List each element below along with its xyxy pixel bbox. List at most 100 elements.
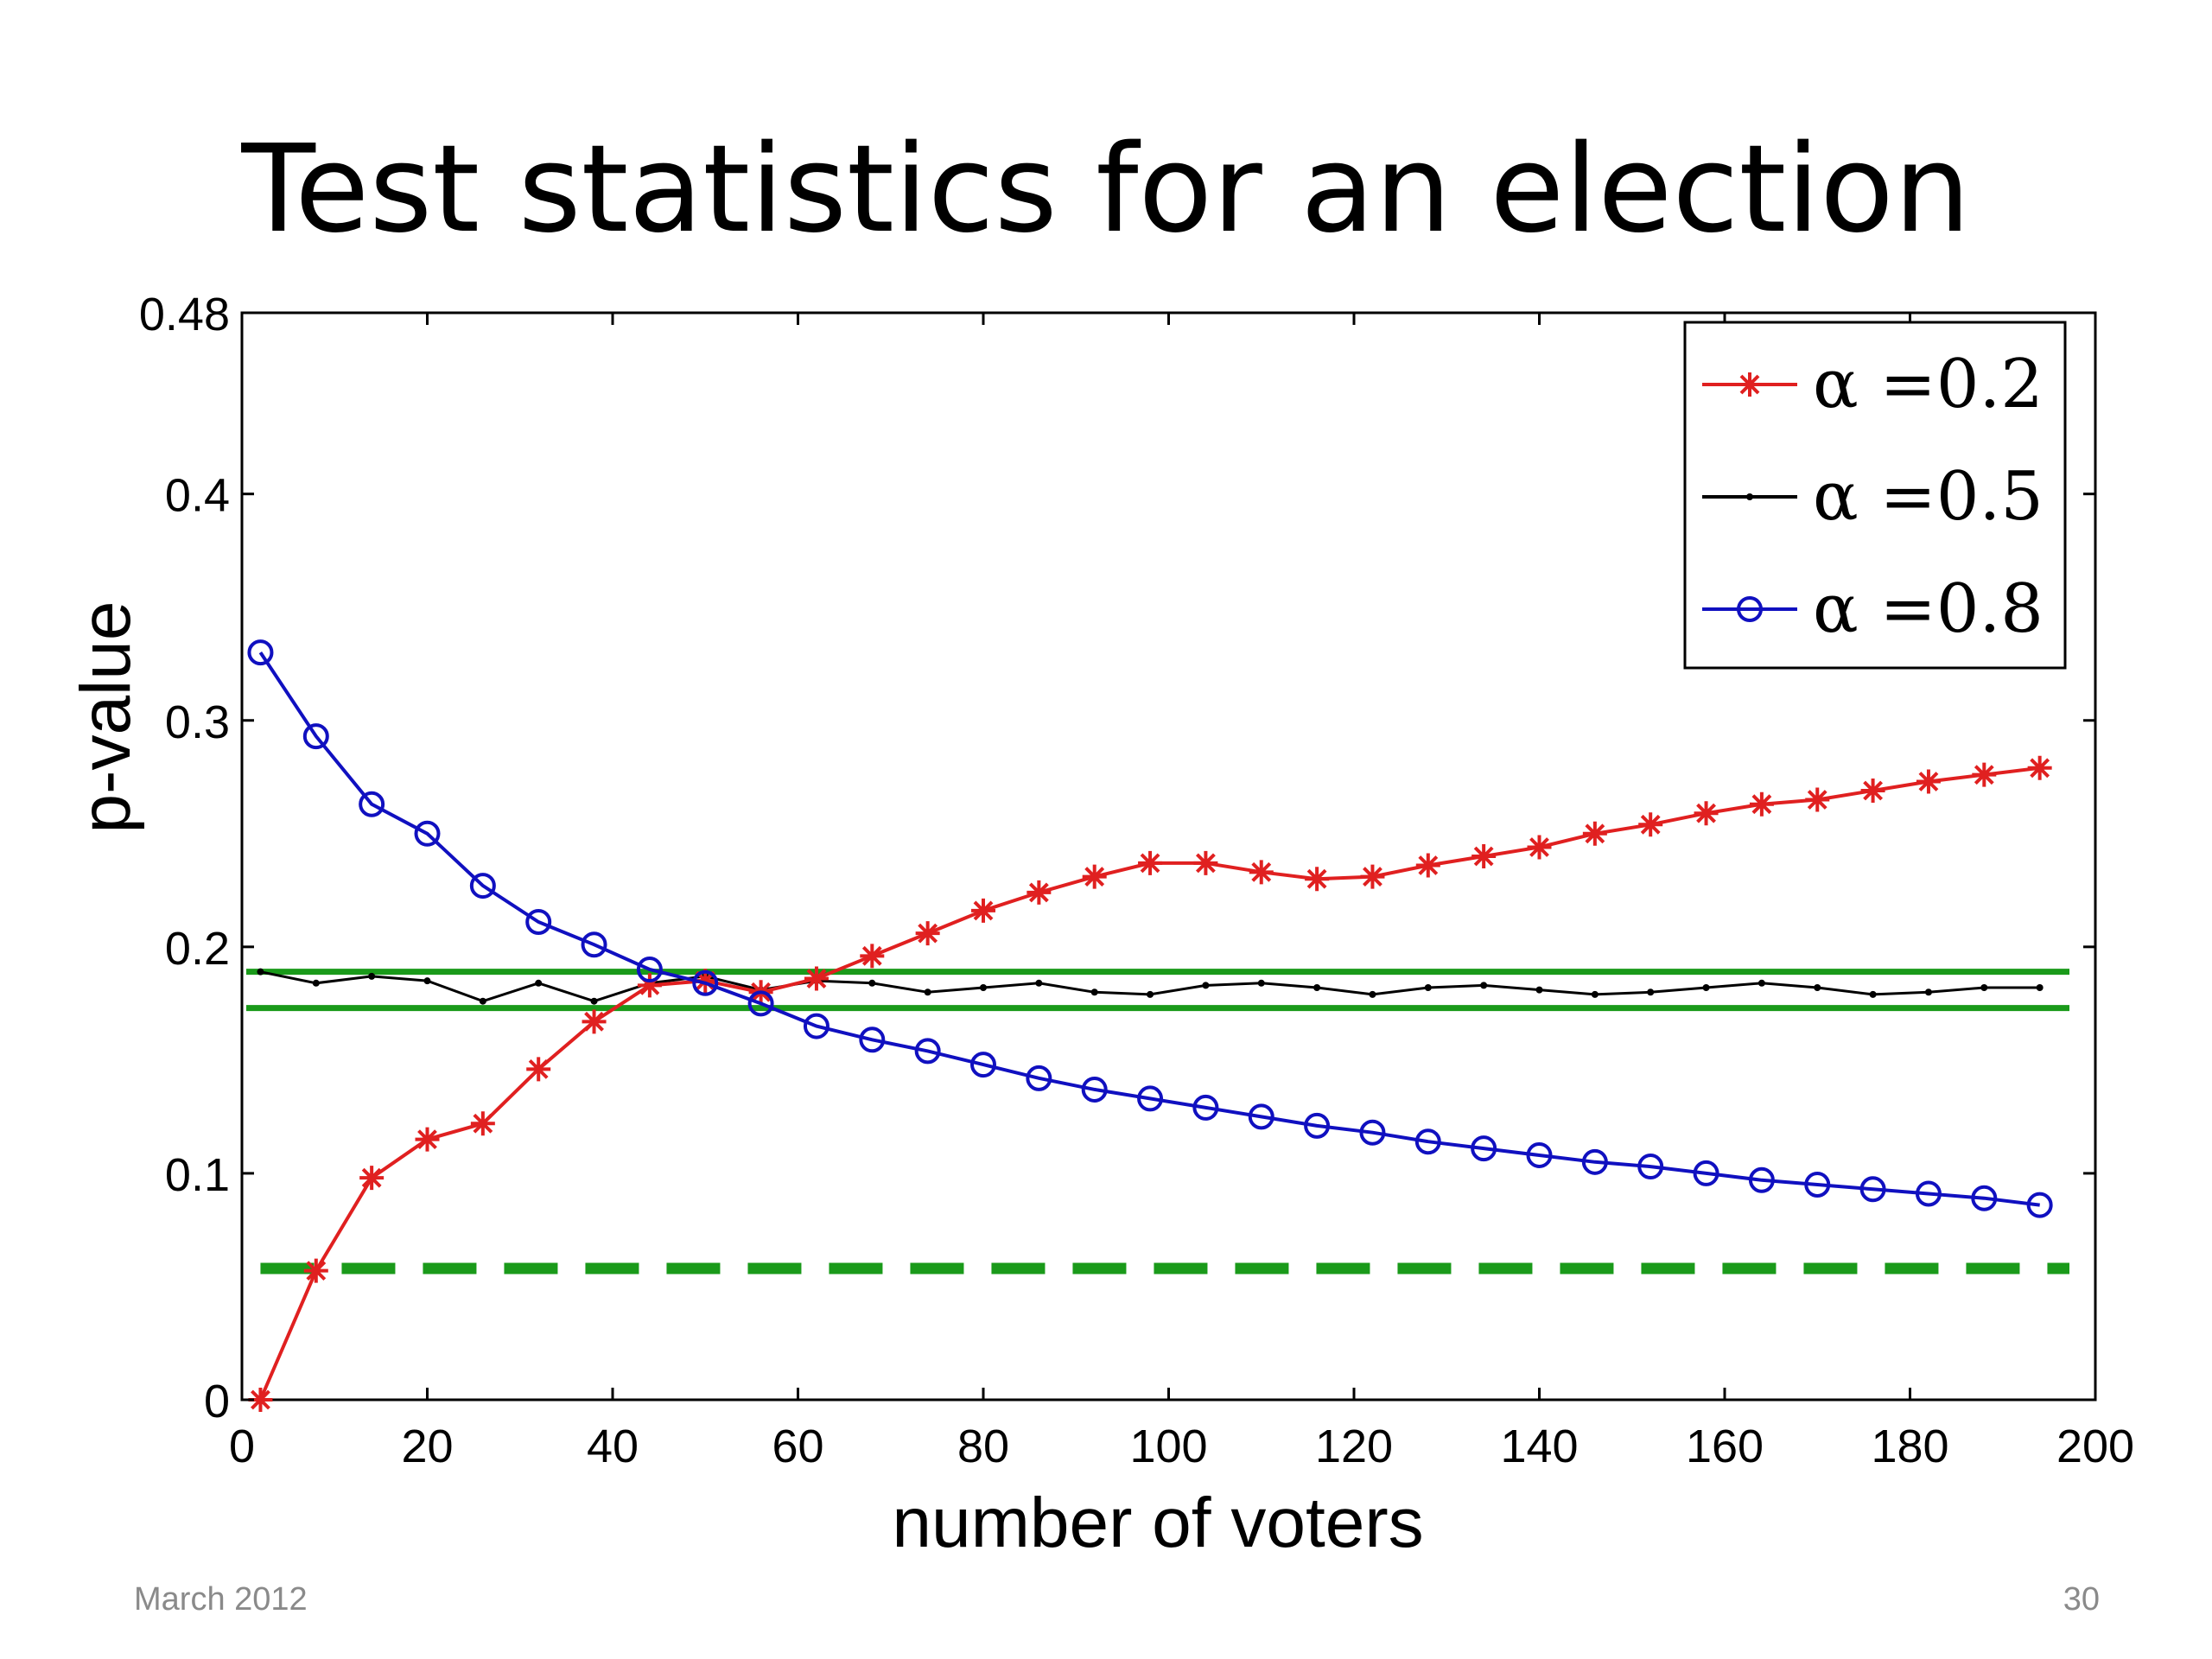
- data-point: [1305, 867, 1330, 892]
- data-point: [747, 990, 774, 1017]
- data-point: [1980, 984, 1988, 992]
- data-point: [1535, 986, 1543, 994]
- data-point: [859, 1027, 886, 1053]
- data-point: [970, 1052, 996, 1078]
- data-point: [1972, 762, 1997, 787]
- data-point: [1924, 988, 1932, 996]
- data-point: [1471, 844, 1497, 868]
- data-point: [1582, 821, 1607, 846]
- x-tick-label: 160: [1686, 1421, 1764, 1472]
- data-point: [980, 984, 987, 992]
- x-tick-label: 100: [1129, 1421, 1207, 1472]
- data-point: [1637, 1154, 1664, 1180]
- data-point: [1748, 1166, 1775, 1193]
- data-point: [1804, 1172, 1831, 1198]
- axis-ticks: 0 20 40 60 80 100 120 140 160 180 200 0 0.1 0.2 0.3 0.4…: [139, 289, 2134, 1472]
- data-point: [581, 931, 607, 958]
- data-point: [1027, 880, 1052, 905]
- y-axis-label: p-value: [67, 601, 145, 834]
- data-point: [415, 1127, 440, 1152]
- data-point: [1647, 988, 1655, 996]
- data-point: [1313, 984, 1321, 992]
- data-point: [2027, 755, 2052, 780]
- data-point: [1471, 1135, 1497, 1162]
- x-tick-label: 20: [401, 1421, 453, 1472]
- data-point: [1916, 769, 1941, 794]
- data-point: [1257, 979, 1265, 987]
- data-point: [257, 968, 264, 976]
- data-point: [868, 979, 876, 987]
- data-point: [469, 873, 496, 899]
- data-point: [582, 1009, 607, 1034]
- data-point: [1249, 860, 1274, 885]
- data-point: [804, 966, 829, 991]
- legend-label: α =0.2: [1813, 346, 2044, 423]
- legend-swatch-marker: [1746, 493, 1753, 500]
- data-point: [915, 921, 940, 946]
- data-point: [1035, 979, 1043, 987]
- data-point: [1693, 1160, 1719, 1186]
- data-point: [1526, 1141, 1553, 1168]
- data-point: [247, 639, 274, 666]
- data-point: [2036, 984, 2044, 992]
- data-point: [1814, 984, 1821, 992]
- footer-date: March 2012: [134, 1581, 308, 1618]
- data-point: [1192, 1094, 1219, 1121]
- data-point: [423, 977, 431, 985]
- data-point: [924, 988, 931, 996]
- data-point: [302, 723, 329, 750]
- y-tick-label: 0.2: [165, 923, 230, 975]
- data-point: [1581, 1148, 1608, 1175]
- x-axis-label: number of voters: [892, 1484, 1423, 1562]
- data-point: [1527, 835, 1552, 860]
- x-tick-label: 200: [2056, 1421, 2134, 1472]
- data-point: [914, 1038, 941, 1065]
- data-point: [1424, 984, 1432, 992]
- data-point: [1304, 1112, 1331, 1139]
- data-point: [971, 898, 995, 923]
- legend-label: α =0.5: [1813, 458, 2044, 536]
- data-point: [693, 969, 718, 994]
- data-point: [1860, 778, 1885, 803]
- data-point: [470, 1111, 495, 1136]
- series-circle: [247, 639, 2053, 1218]
- data-point: [1591, 990, 1599, 998]
- data-point: [1082, 864, 1107, 889]
- y-tick-label: 0: [204, 1376, 230, 1427]
- data-point: [636, 957, 663, 983]
- data-point: [1805, 787, 1830, 812]
- data-point: [1026, 1065, 1052, 1091]
- data-point: [1137, 1085, 1164, 1112]
- data-point: [1369, 990, 1376, 998]
- data-point: [359, 791, 385, 817]
- data-point: [359, 1166, 385, 1191]
- data-point: [1694, 801, 1719, 826]
- x-tick-label: 80: [957, 1421, 1009, 1472]
- data-point: [860, 944, 885, 969]
- data-point: [1915, 1180, 1942, 1207]
- series-line: [258, 651, 2040, 1207]
- series-layer: [247, 639, 2053, 1412]
- x-tick-label: 0: [229, 1421, 255, 1472]
- data-point: [248, 1388, 273, 1412]
- x-tick-label: 40: [587, 1421, 639, 1472]
- data-point: [535, 979, 543, 987]
- data-point: [1749, 791, 1774, 817]
- data-point: [692, 969, 719, 996]
- data-point: [1360, 864, 1385, 889]
- data-point: [1248, 1103, 1274, 1130]
- y-tick-label: 0.1: [165, 1149, 230, 1201]
- data-point: [526, 1057, 551, 1082]
- x-tick-label: 140: [1500, 1421, 1578, 1472]
- data-point: [2026, 1192, 2053, 1218]
- data-point: [312, 979, 320, 987]
- data-point: [1702, 984, 1710, 992]
- x-tick-label: 180: [1871, 1421, 1948, 1472]
- legend-label: α =0.8: [1813, 570, 2044, 648]
- data-point: [1869, 990, 1877, 998]
- legend-swatch-marker: [1737, 596, 1763, 622]
- data-point: [1138, 850, 1163, 875]
- data-point: [1193, 850, 1218, 875]
- data-point: [1081, 1076, 1108, 1103]
